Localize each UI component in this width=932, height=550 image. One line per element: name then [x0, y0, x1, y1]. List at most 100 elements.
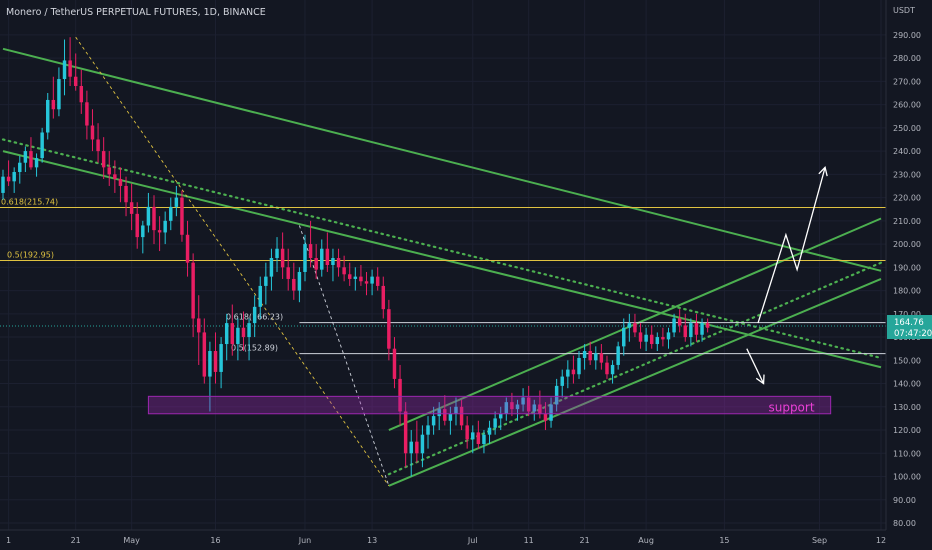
- candle-body: [375, 276, 380, 286]
- candle-body: [560, 376, 564, 386]
- candle-body: [443, 409, 447, 421]
- countdown-value: 07:47:20: [894, 329, 932, 339]
- support-label: support: [768, 400, 814, 414]
- fib-guide-line: [298, 225, 390, 486]
- candle-body: [314, 258, 318, 270]
- candle-body: [258, 285, 262, 307]
- candle-body: [677, 318, 682, 326]
- candle-body: [320, 248, 324, 270]
- candle-body: [241, 327, 246, 338]
- price-tick-label: 240.00: [893, 147, 921, 156]
- candle-body: [504, 402, 509, 414]
- candle-body: [364, 281, 369, 284]
- time-tick-label: 21: [580, 536, 590, 545]
- time-tick-label: 1: [6, 536, 11, 545]
- level-label: 0.5(192.95): [7, 250, 54, 259]
- trendline: [2, 47, 882, 272]
- candle-body: [275, 248, 279, 259]
- price-tick-label: 220.00: [893, 194, 921, 203]
- candle-body: [34, 158, 39, 168]
- candle-body: [297, 271, 302, 291]
- time-tick-label: Jun: [298, 536, 312, 545]
- candle-body: [515, 404, 520, 410]
- candles: [1, 37, 710, 477]
- candle-body: [566, 369, 570, 377]
- candle-body: [521, 397, 525, 405]
- candle-body: [79, 86, 84, 103]
- candle-body: [465, 425, 469, 440]
- candle-body: [700, 323, 704, 335]
- candle-body: [180, 197, 184, 235]
- candle-body: [476, 432, 481, 444]
- trendline: [388, 278, 882, 487]
- candle-body: [571, 369, 576, 375]
- candle-body: [336, 258, 341, 268]
- candle-body: [101, 151, 106, 168]
- price-tick-label: 210.00: [893, 217, 921, 226]
- candle-body: [487, 427, 492, 435]
- candle-body: [224, 323, 229, 345]
- candle-body: [208, 351, 212, 377]
- candle-body: [437, 409, 441, 417]
- candle-body: [169, 206, 173, 221]
- price-tick-label: 140.00: [893, 380, 921, 389]
- price-tick-label: 90.00: [893, 496, 916, 505]
- candle-body: [454, 406, 458, 414]
- candle-body: [107, 167, 111, 175]
- candle-body: [426, 425, 430, 435]
- price-tick-label: 270.00: [893, 77, 921, 86]
- candle-body: [627, 323, 632, 328]
- trendline: [2, 150, 882, 369]
- candle-body: [420, 434, 425, 454]
- candle-body: [622, 327, 626, 347]
- candle-body: [292, 278, 296, 291]
- candle-body: [415, 441, 419, 454]
- support-zone: [147, 395, 832, 415]
- candle-body: [387, 309, 391, 349]
- candle-body: [666, 332, 671, 340]
- price-tick-label: 230.00: [893, 170, 921, 179]
- dotted-trendline: [1, 138, 883, 360]
- price-tick-label: 120.00: [893, 426, 921, 435]
- candle-body: [543, 413, 548, 421]
- price-tick-label: 150.00: [893, 356, 921, 365]
- candle-body: [672, 318, 676, 333]
- price-tick-label: 110.00: [893, 449, 921, 458]
- candle-body: [141, 225, 145, 238]
- candle-body: [230, 323, 235, 345]
- candle-body: [157, 230, 162, 233]
- price-tick-label: 130.00: [893, 403, 921, 412]
- candle-body: [23, 151, 28, 163]
- candle-body: [152, 206, 156, 231]
- candle-body: [588, 351, 592, 361]
- projection-down-arrow: [746, 348, 765, 384]
- candle-body: [196, 318, 201, 333]
- candle-body: [90, 125, 95, 140]
- candle-body: [431, 416, 436, 426]
- time-tick-label: 13: [367, 536, 377, 545]
- level-label: 0.5(152.89): [231, 344, 278, 353]
- projection-up-arrow: [757, 167, 826, 324]
- candle-body: [554, 385, 559, 405]
- candle-body: [471, 432, 475, 440]
- candle-body: [331, 258, 335, 265]
- candle-body: [185, 234, 190, 263]
- candle-body: [493, 418, 497, 428]
- candle-body: [40, 132, 44, 159]
- candle-body: [213, 351, 218, 372]
- candle-body: [577, 357, 581, 375]
- candle-body: [498, 413, 503, 419]
- candle-body: [582, 351, 587, 358]
- projection-down-arrow-head: [755, 374, 765, 385]
- candle-body: [459, 406, 464, 426]
- candle-body: [124, 185, 128, 203]
- candle-body: [286, 267, 290, 279]
- dotted-trendline: [387, 261, 883, 476]
- symbol-title: Monero / TetherUS PERPETUAL FUTURES, 1D,…: [6, 7, 266, 18]
- price-tick-label: 190.00: [893, 263, 921, 272]
- candle-body: [594, 353, 598, 361]
- candle-body: [705, 323, 710, 328]
- candle-body: [448, 413, 453, 421]
- candle-body: [46, 99, 50, 133]
